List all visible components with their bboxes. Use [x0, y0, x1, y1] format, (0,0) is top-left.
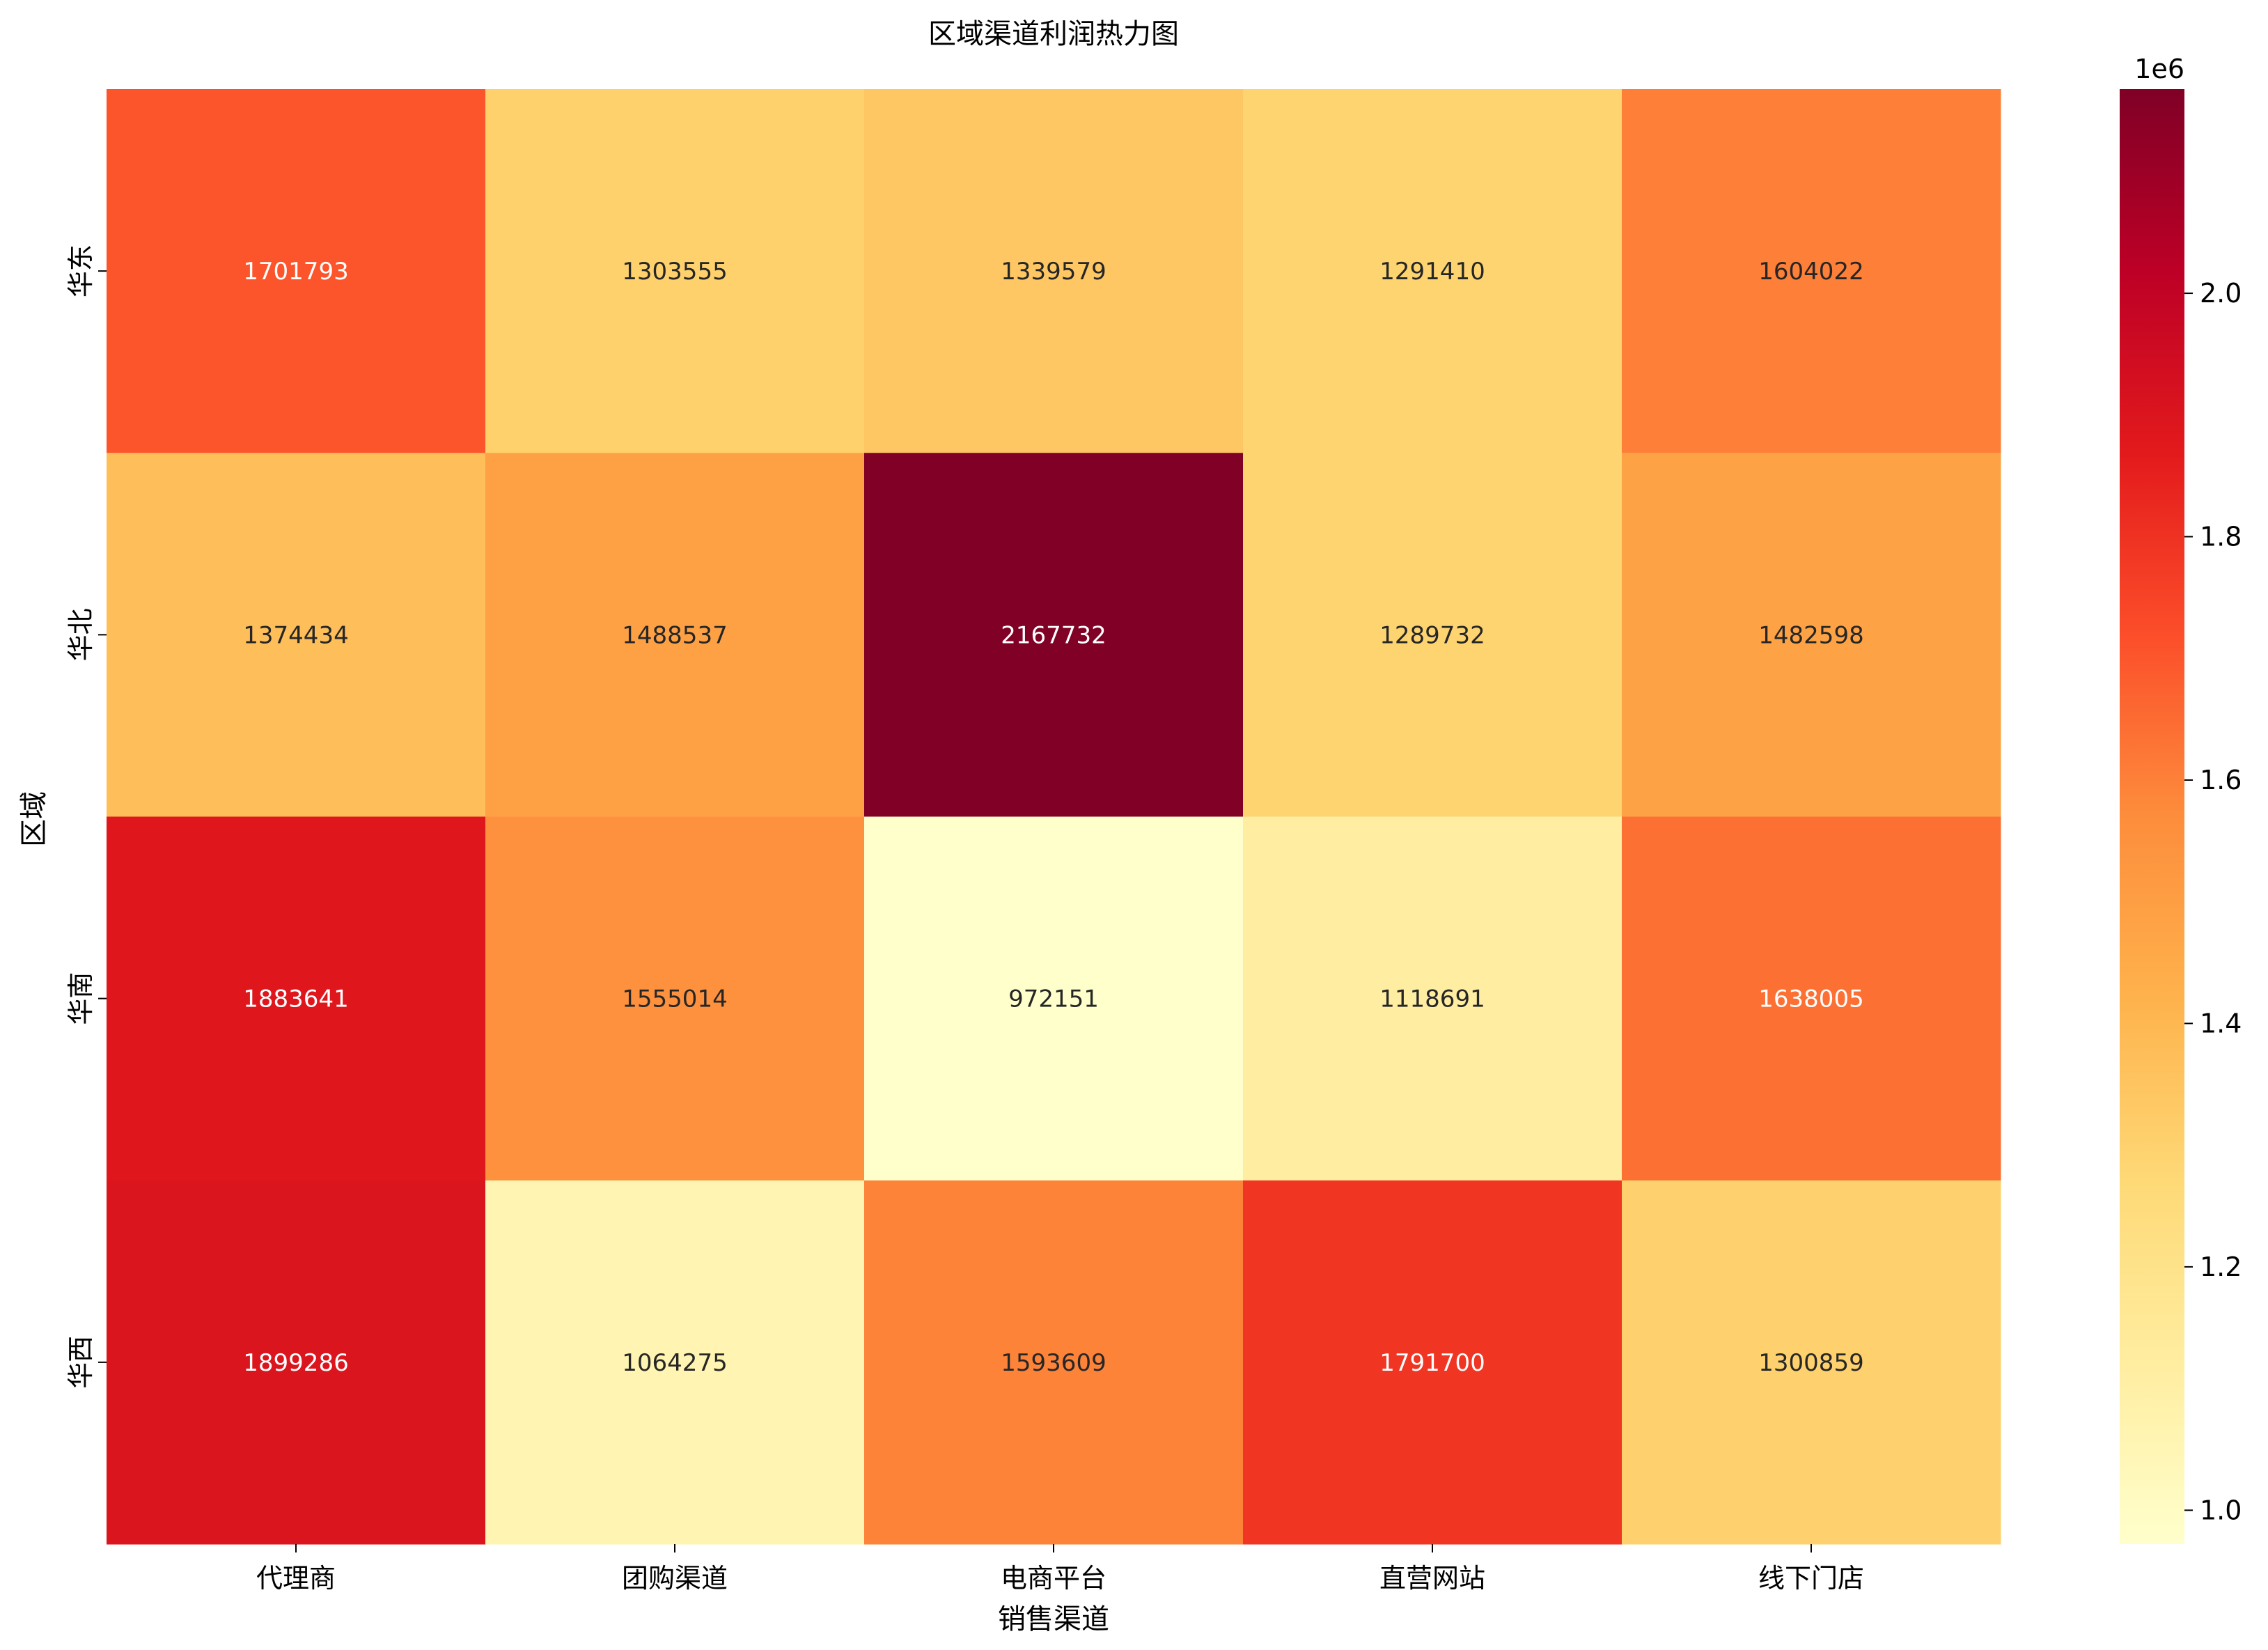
- colorbar-bar: [2120, 89, 2184, 1544]
- cell-value-label: 1289732: [1379, 621, 1485, 649]
- cell-value-label: 1899286: [243, 1349, 348, 1377]
- x-axis-label: 销售渠道: [998, 1603, 1109, 1635]
- colorbar-tick-label: 1.4: [2200, 1008, 2242, 1038]
- heatmap-cells: [107, 89, 2001, 1545]
- cell-value-label: 1291410: [1379, 258, 1485, 286]
- cell-value-label: 1883641: [243, 986, 348, 1013]
- y-axis-label: 区域: [18, 791, 50, 847]
- colorbar-tick-label: 1.0: [2200, 1495, 2242, 1525]
- cell-value-label: 1593609: [1001, 1349, 1106, 1377]
- x-tick-label: 电商平台: [1001, 1563, 1106, 1594]
- x-tick-label: 直营网站: [1379, 1563, 1485, 1594]
- cell-value-label: 1482598: [1758, 621, 1863, 649]
- cell-value-label: 1118691: [1379, 986, 1485, 1013]
- y-tick-label: 华北: [65, 608, 96, 661]
- heatmap-cell: [1622, 89, 2001, 453]
- heatmap-cell: [864, 89, 1244, 453]
- heatmap-cell: [1622, 1180, 2001, 1545]
- cell-value-label: 1300859: [1758, 1349, 1863, 1377]
- cell-value-label: 1374434: [243, 621, 348, 649]
- cell-value-label: 1604022: [1758, 258, 1863, 286]
- colorbar-tick-label: 1.8: [2200, 522, 2242, 552]
- cell-value-label: 972151: [1008, 986, 1099, 1013]
- heatmap-cell: [1622, 453, 2001, 817]
- y-tick-label: 华南: [65, 972, 96, 1025]
- heatmap-cell: [1243, 816, 1622, 1181]
- heatmap-cell: [864, 816, 1244, 1181]
- heatmap-cell: [864, 453, 1244, 817]
- heatmap-cell: [107, 1180, 486, 1545]
- cell-value-label: 1638005: [1758, 986, 1863, 1013]
- colorbar-tick-label: 2.0: [2200, 278, 2242, 309]
- heatmap-cell: [485, 453, 865, 817]
- x-tick-label: 代理商: [256, 1563, 336, 1594]
- heatmap-cell: [1243, 453, 1622, 817]
- chart-title: 区域渠道利润热力图: [928, 18, 1179, 50]
- cell-value-label: 1701793: [243, 258, 348, 286]
- cell-value-label: 1555014: [622, 986, 727, 1013]
- cell-value-label: 1488537: [622, 621, 727, 649]
- cell-value-label: 1064275: [622, 1349, 727, 1377]
- heatmap-cell-labels: 1701793 1303555 1339579 1291410 1604022 13744…: [243, 258, 1863, 1377]
- colorbar-offset-label: 1e6: [2134, 54, 2184, 84]
- x-tick-label: 线下门店: [1758, 1563, 1864, 1594]
- x-axis: 代理商 团购渠道 电商平台 直营网站 线下门店: [256, 1544, 1864, 1594]
- x-tick-label: 团购渠道: [622, 1563, 728, 1594]
- cell-value-label: 2167732: [1001, 621, 1106, 649]
- y-tick-label: 华西: [65, 1336, 96, 1389]
- heatmap-cell: [485, 89, 865, 453]
- cell-value-label: 1339579: [1001, 258, 1106, 286]
- heatmap-cell: [107, 453, 486, 817]
- heatmap-cell: [485, 816, 865, 1181]
- heatmap-cell: [1622, 816, 2001, 1181]
- colorbar-tick-label: 1.6: [2200, 765, 2242, 795]
- cell-value-label: 1303555: [622, 258, 727, 286]
- colorbar: 1e6 1.0 1.2 1.4 1.6 1.8 2.0: [2120, 54, 2242, 1544]
- heatmap-cell: [107, 816, 486, 1181]
- heatmap-cell: [1243, 1180, 1622, 1545]
- colorbar-ticks: 1.0 1.2 1.4 1.6 1.8 2.0: [2184, 278, 2242, 1525]
- heatmap-cell: [1243, 89, 1622, 453]
- heatmap-cell: [107, 89, 486, 453]
- heatmap-cell: [485, 1180, 865, 1545]
- heatmap-cell: [864, 1180, 1244, 1545]
- cell-value-label: 1791700: [1379, 1349, 1485, 1377]
- colorbar-tick-label: 1.2: [2200, 1252, 2242, 1282]
- y-tick-label: 华东: [65, 244, 96, 297]
